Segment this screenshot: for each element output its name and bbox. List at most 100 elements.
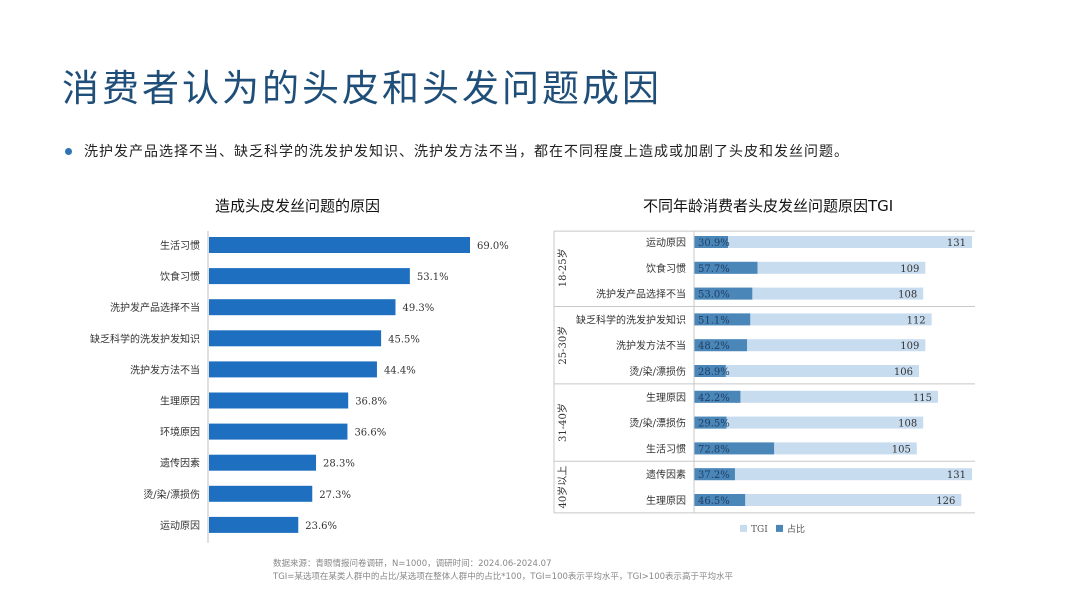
left-bar xyxy=(209,361,377,378)
tgi-value-label: 109 xyxy=(900,264,919,275)
tgi-value-label: 112 xyxy=(907,315,926,326)
left-value-label: 36.6% xyxy=(354,428,386,439)
left-bar xyxy=(209,423,348,440)
tgi-note: TGI=某选项在某类人群中的占比/某选项在整体人群中的占比*100，TGI=10… xyxy=(273,572,734,582)
share-value-label: 53.0% xyxy=(698,290,730,301)
share-value-label: 29.5% xyxy=(698,419,730,430)
tgi-value-label: 126 xyxy=(936,496,955,507)
left-value-label: 23.6% xyxy=(305,521,337,532)
left-bar xyxy=(209,516,299,533)
share-bar xyxy=(694,287,753,300)
right-category-label: 饮食习惯 xyxy=(646,262,686,275)
right-category-label: 生活习惯 xyxy=(646,442,686,455)
share-bar xyxy=(694,313,751,326)
tgi-bar xyxy=(694,468,972,481)
tgi-value-label: 131 xyxy=(947,238,966,249)
share-value-label: 48.2% xyxy=(698,341,730,352)
left-value-label: 36.8% xyxy=(355,397,387,408)
age-group-label: 25-30岁 xyxy=(556,326,569,365)
summary-text: 洗护发产品选择不当、缺乏科学的洗发护发知识、洗护发方法不当，都在不同程度上造成或… xyxy=(84,144,849,160)
source-note: 数据来源：青眼情报问卷调研，N=1000，调研时间：2024.06-2024.0… xyxy=(273,559,552,569)
tgi-bar xyxy=(694,236,972,248)
right-category-label: 缺乏科学的洗发护发知识 xyxy=(576,313,686,326)
share-value-label: 72.8% xyxy=(698,444,730,455)
share-bar xyxy=(694,468,735,481)
bullet-dot-icon xyxy=(65,147,72,155)
left-category-label: 生活习惯 xyxy=(160,239,200,252)
left-value-label: 49.3% xyxy=(402,303,434,314)
left-value-label: 44.4% xyxy=(384,365,416,376)
tgi-value-label: 131 xyxy=(947,470,966,481)
tgi-value-label: 108 xyxy=(898,290,917,301)
left-category-label: 洗护发产品选择不当 xyxy=(110,301,200,314)
right-tgi-chart: 运动原因 30.9% 131 饮食习惯 57.7% 109 洗护发产品选择不当 53.0% 10… xyxy=(553,230,975,535)
share-value-label: 57.7% xyxy=(698,264,730,275)
legend-swatch xyxy=(776,524,783,532)
share-value-label: 37.2% xyxy=(698,470,730,481)
share-bar xyxy=(694,390,741,403)
right-chart-title: 不同年龄消费者头皮发丝问题原因TGI xyxy=(643,197,894,215)
legend-label: TGI xyxy=(751,525,768,535)
left-bar xyxy=(209,392,349,409)
left-bar xyxy=(209,454,317,471)
tgi-bar xyxy=(694,390,939,403)
share-bar xyxy=(694,261,758,274)
share-value-label: 51.1% xyxy=(698,315,730,326)
right-category-label: 烫/染/漂损伤 xyxy=(629,417,686,430)
left-chart-title: 造成头皮发丝问题的原因 xyxy=(215,197,381,215)
left-value-label: 27.3% xyxy=(319,490,351,501)
left-category-label: 运动原因 xyxy=(160,520,200,532)
left-bar xyxy=(209,330,382,347)
share-value-label: 28.9% xyxy=(698,367,730,378)
age-group-label: 31-40岁 xyxy=(556,403,569,442)
left-value-label: 45.5% xyxy=(388,334,420,345)
right-category-label: 洗护发方法不当 xyxy=(616,339,686,352)
summary-bullet: 洗护发产品选择不当、缺乏科学的洗发护发知识、洗护发方法不当，都在不同程度上造成或… xyxy=(65,141,849,161)
tgi-bar xyxy=(694,339,926,352)
tgi-value-label: 109 xyxy=(900,341,919,352)
left-category-label: 烫/染/漂损伤 xyxy=(143,488,200,501)
right-category-label: 运动原因 xyxy=(646,237,686,249)
age-group-label: 40岁以上 xyxy=(556,466,569,509)
share-bar xyxy=(694,494,746,506)
left-bar xyxy=(209,268,410,285)
share-bar xyxy=(694,339,748,352)
left-bar-chart: 生活习惯 69.0% 饮食习惯 53.1% 洗护发产品选择不当 49.3% 缺乏科学的洗发护… xyxy=(90,231,509,543)
right-category-label: 生理原因 xyxy=(646,391,686,404)
tgi-value-label: 108 xyxy=(898,419,917,430)
left-bar xyxy=(209,237,470,253)
age-group-label: 18-25岁 xyxy=(556,248,569,287)
share-bar xyxy=(694,442,775,455)
tgi-value-label: 115 xyxy=(913,393,932,404)
right-category-label: 烫/染/漂损伤 xyxy=(629,365,686,378)
left-category-label: 遗传因素 xyxy=(160,457,200,470)
left-category-label: 洗护发方法不当 xyxy=(130,363,200,376)
left-category-label: 缺乏科学的洗发护发知识 xyxy=(90,332,200,345)
left-category-label: 生理原因 xyxy=(160,395,200,408)
left-value-label: 28.3% xyxy=(323,459,355,470)
share-bar xyxy=(694,365,726,377)
tgi-value-label: 105 xyxy=(892,444,911,455)
share-value-label: 46.5% xyxy=(698,496,730,507)
share-bar xyxy=(694,416,727,429)
tgi-bar xyxy=(694,365,919,377)
left-bar xyxy=(209,485,313,502)
left-value-label: 53.1% xyxy=(417,272,449,283)
share-bar xyxy=(694,236,728,248)
tgi-bar xyxy=(694,313,932,326)
left-category-label: 环境原因 xyxy=(160,426,200,439)
legend-swatch xyxy=(740,524,747,532)
tgi-bar xyxy=(694,494,962,506)
share-value-label: 30.9% xyxy=(698,238,730,249)
page-title: 消费者认为的头皮和头发问题成因 xyxy=(62,67,662,110)
tgi-bar xyxy=(694,416,924,429)
share-value-label: 42.2% xyxy=(698,393,730,404)
left-bar xyxy=(209,299,396,316)
right-category-label: 遗传因素 xyxy=(646,468,686,481)
left-value-label: 69.0% xyxy=(477,241,509,252)
left-category-label: 饮食习惯 xyxy=(160,270,200,283)
right-category-label: 洗护发产品选择不当 xyxy=(596,288,686,301)
legend-label: 占比 xyxy=(787,523,805,535)
right-category-label: 生理原因 xyxy=(646,494,686,507)
tgi-value-label: 106 xyxy=(894,367,913,378)
